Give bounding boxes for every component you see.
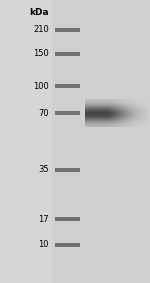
Bar [55,168,80,171]
Text: 100: 100 [33,82,49,91]
Text: 17: 17 [38,215,49,224]
Bar [55,28,80,31]
Bar [52,0,150,283]
Text: 210: 210 [33,25,49,34]
Bar [55,85,80,88]
Bar [55,111,80,115]
Text: kDa: kDa [29,8,49,18]
Text: 70: 70 [38,109,49,118]
Bar [55,243,80,246]
Text: 10: 10 [38,240,49,249]
Bar [55,52,80,55]
Text: 35: 35 [38,165,49,174]
Bar [55,217,80,221]
Text: 150: 150 [33,49,49,58]
